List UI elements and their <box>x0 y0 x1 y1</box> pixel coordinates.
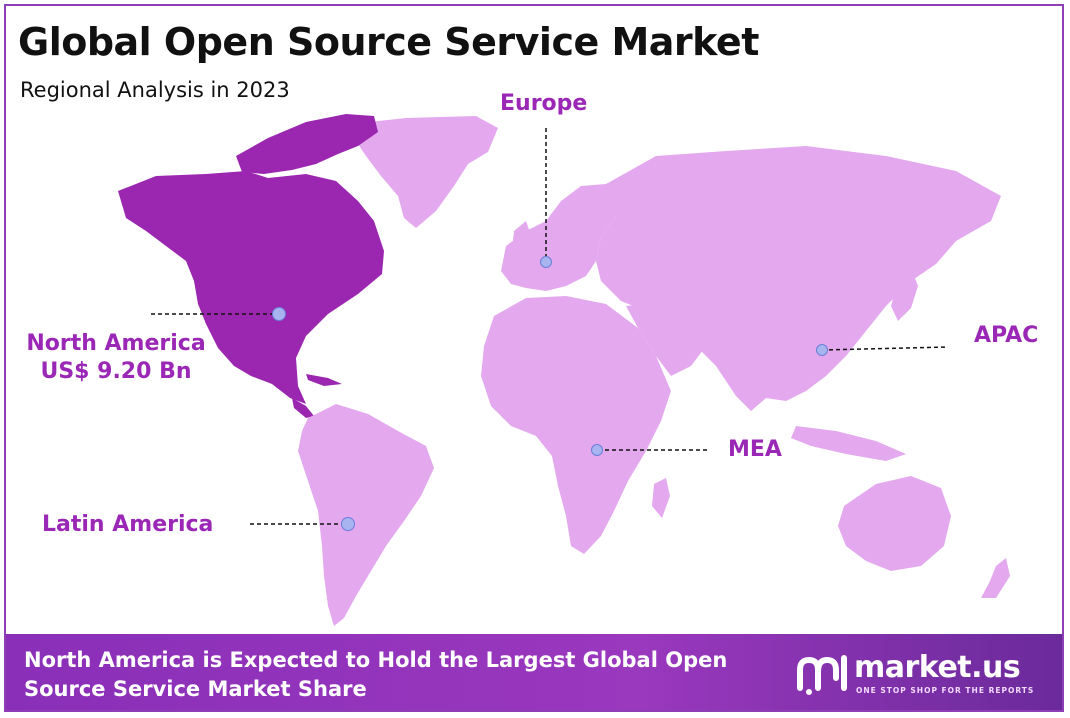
indonesia-shape <box>791 426 906 461</box>
page-subtitle: Regional Analysis in 2023 <box>20 78 290 102</box>
caribbean-shape <box>306 374 342 386</box>
north-america-value: US$ 9.20 Bn <box>40 359 192 384</box>
region-label-latin-america: Latin America <box>42 512 214 537</box>
madagascar-shape <box>652 478 670 518</box>
footer-banner: North America is Expected to Hold the La… <box>6 634 1062 710</box>
south-america-shape <box>298 404 434 626</box>
new-zealand-shape <box>981 558 1010 598</box>
region-label-north-america: North America US$ 9.20 Bn <box>16 330 216 386</box>
australia-shape <box>838 476 951 571</box>
region-label-apac: APAC <box>974 323 1039 348</box>
japan-shape <box>891 268 918 321</box>
africa-shape <box>481 296 671 554</box>
brand-name: market.us <box>854 650 1021 685</box>
brand-tagline: ONE STOP SHOP FOR THE REPORTS <box>856 686 1035 695</box>
mea-marker <box>591 444 603 456</box>
europe-marker <box>540 256 552 268</box>
brand-logo: market.us ONE STOP SHOP FOR THE REPORTS <box>794 648 1054 698</box>
infographic-frame: Global Open Source Service Market Region… <box>4 4 1064 712</box>
north-america-marker <box>272 307 286 321</box>
footer-headline: North America is Expected to Hold the La… <box>24 648 728 701</box>
world-map <box>118 114 1010 626</box>
europe-shape <box>501 184 624 291</box>
uk-shape <box>512 221 532 254</box>
central-america-shape <box>292 398 314 418</box>
north-america-name: North America <box>26 331 206 356</box>
apac-leader-line <box>821 346 949 351</box>
page-title: Global Open Source Service Market <box>18 20 759 64</box>
market-us-logo-icon <box>797 655 847 695</box>
region-label-europe: Europe <box>500 91 588 116</box>
north-america-shape <box>118 171 384 404</box>
apac-marker <box>816 344 828 356</box>
latam-marker <box>341 517 355 531</box>
arctic-islands-shape <box>236 114 378 174</box>
middle-east-shape <box>626 301 706 376</box>
region-label-mea: MEA <box>728 437 782 462</box>
greenland-shape <box>351 116 498 228</box>
